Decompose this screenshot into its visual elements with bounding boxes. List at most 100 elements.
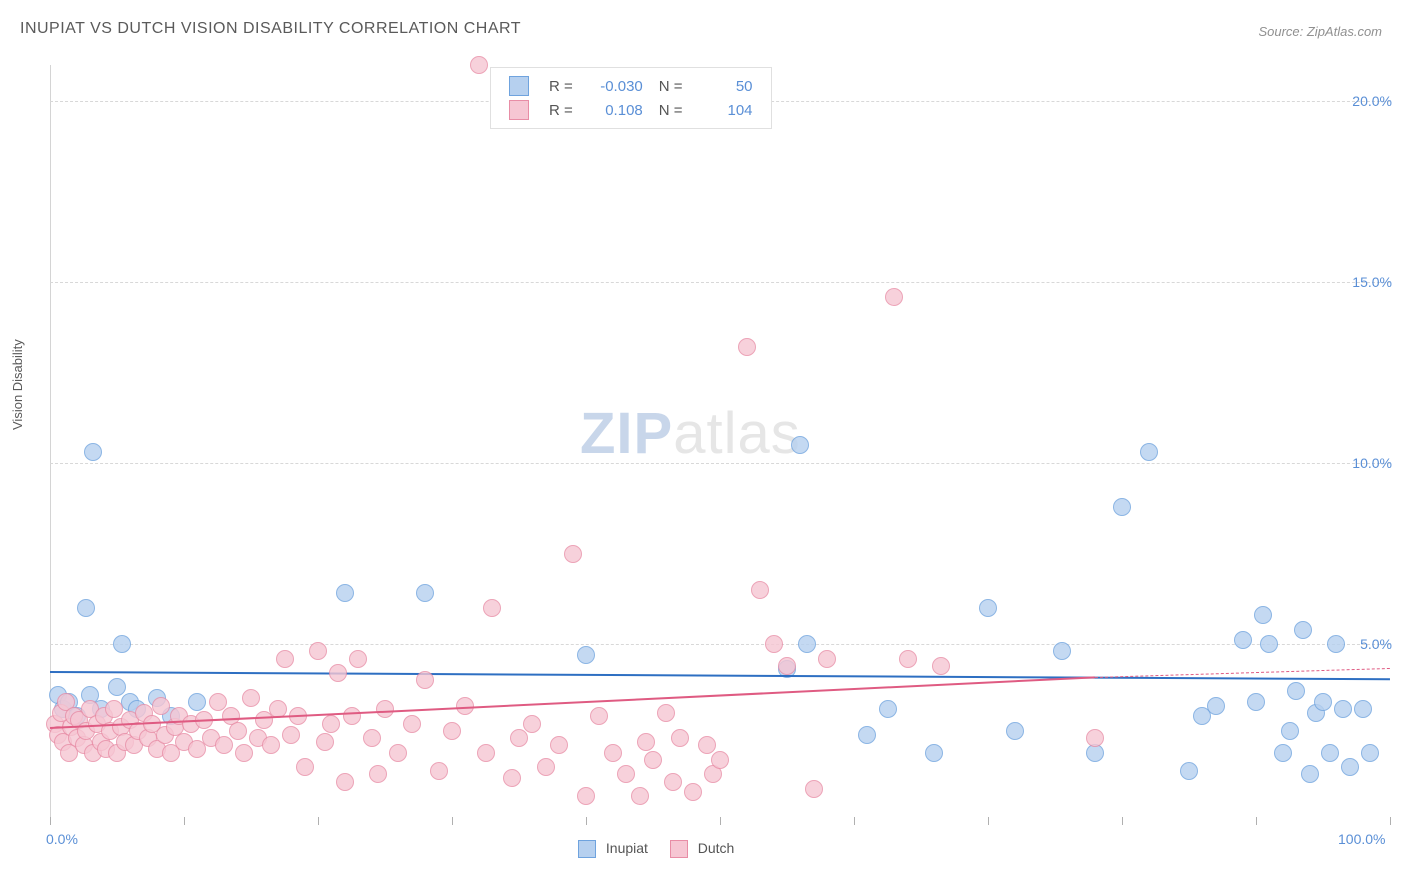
data-point	[77, 599, 95, 617]
x-tick	[586, 817, 587, 825]
correlation-table: R = -0.030 N = 50 R = 0.108 N = 104	[501, 74, 761, 122]
legend-swatch-inupiat	[578, 840, 596, 858]
x-tick	[50, 817, 51, 825]
gridline	[50, 644, 1390, 645]
data-point	[363, 729, 381, 747]
data-point	[885, 288, 903, 306]
x-tick-label: 0.0%	[46, 831, 78, 847]
data-point	[443, 722, 461, 740]
data-point	[805, 780, 823, 798]
n-value-dutch: 104	[699, 102, 753, 119]
data-point	[738, 338, 756, 356]
watermark-zip: ZIP	[580, 401, 673, 466]
data-point	[1254, 606, 1272, 624]
x-tick	[1256, 817, 1257, 825]
data-point	[510, 729, 528, 747]
data-point	[349, 650, 367, 668]
x-tick	[1122, 817, 1123, 825]
data-point	[778, 657, 796, 675]
n-label: N =	[651, 74, 691, 98]
n-label: N =	[651, 98, 691, 122]
data-point	[483, 599, 501, 617]
data-point	[818, 650, 836, 668]
data-point	[1281, 722, 1299, 740]
data-point	[329, 664, 347, 682]
chart-area: ZIPatlas 5.0%10.0%15.0%20.0%0.0%100.0%	[50, 65, 1390, 825]
trend-line-dashed	[1095, 668, 1390, 678]
data-point	[209, 693, 227, 711]
data-point	[1334, 700, 1352, 718]
y-tick-label: 10.0%	[1352, 455, 1392, 471]
data-point	[1294, 621, 1312, 639]
swatch-dutch	[509, 100, 529, 120]
r-label: R =	[541, 98, 581, 122]
data-point	[503, 769, 521, 787]
data-point	[416, 584, 434, 602]
r-value-dutch: 0.108	[589, 102, 643, 119]
y-axis-label: Vision Disability	[10, 339, 25, 430]
data-point	[262, 736, 280, 754]
data-point	[1180, 762, 1198, 780]
series-legend: Inupiat Dutch	[560, 840, 734, 858]
r-label: R =	[541, 74, 581, 98]
trend-line	[50, 671, 1390, 680]
data-point	[637, 733, 655, 751]
data-point	[113, 635, 131, 653]
data-point	[1207, 697, 1225, 715]
data-point	[1260, 635, 1278, 653]
data-point	[590, 707, 608, 725]
data-point	[577, 646, 595, 664]
data-point	[369, 765, 387, 783]
data-point	[765, 635, 783, 653]
gridline	[50, 282, 1390, 283]
data-point	[664, 773, 682, 791]
correlation-row-dutch: R = 0.108 N = 104	[501, 98, 761, 122]
data-point	[631, 787, 649, 805]
data-point	[215, 736, 233, 754]
data-point	[430, 762, 448, 780]
y-tick-label: 15.0%	[1352, 274, 1392, 290]
data-point	[470, 56, 488, 74]
data-point	[235, 744, 253, 762]
x-tick	[988, 817, 989, 825]
legend-swatch-dutch	[670, 840, 688, 858]
x-tick	[184, 817, 185, 825]
data-point	[477, 744, 495, 762]
data-point	[1341, 758, 1359, 776]
x-tick-label: 100.0%	[1338, 831, 1385, 847]
data-point	[105, 700, 123, 718]
legend-label-inupiat: Inupiat	[606, 840, 648, 856]
trend-line	[50, 677, 1095, 730]
data-point	[229, 722, 247, 740]
data-point	[309, 642, 327, 660]
watermark-atlas: atlas	[673, 401, 801, 466]
y-tick-label: 5.0%	[1360, 636, 1392, 652]
x-tick	[452, 817, 453, 825]
data-point	[1113, 498, 1131, 516]
source-citation: Source: ZipAtlas.com	[1258, 24, 1382, 39]
data-point	[343, 707, 361, 725]
swatch-inupiat	[509, 76, 529, 96]
data-point	[316, 733, 334, 751]
data-point	[1274, 744, 1292, 762]
data-point	[550, 736, 568, 754]
data-point	[416, 671, 434, 689]
data-point	[1006, 722, 1024, 740]
data-point	[376, 700, 394, 718]
data-point	[296, 758, 314, 776]
x-tick	[854, 817, 855, 825]
gridline	[50, 463, 1390, 464]
data-point	[1354, 700, 1372, 718]
data-point	[925, 744, 943, 762]
chart-title: INUPIAT VS DUTCH VISION DISABILITY CORRE…	[20, 20, 521, 38]
data-point	[932, 657, 950, 675]
data-point	[858, 726, 876, 744]
data-point	[389, 744, 407, 762]
data-point	[1361, 744, 1379, 762]
data-point	[188, 693, 206, 711]
data-point	[791, 436, 809, 454]
data-point	[84, 443, 102, 461]
r-value-inupiat: -0.030	[589, 78, 643, 95]
data-point	[336, 584, 354, 602]
watermark: ZIPatlas	[580, 400, 801, 467]
